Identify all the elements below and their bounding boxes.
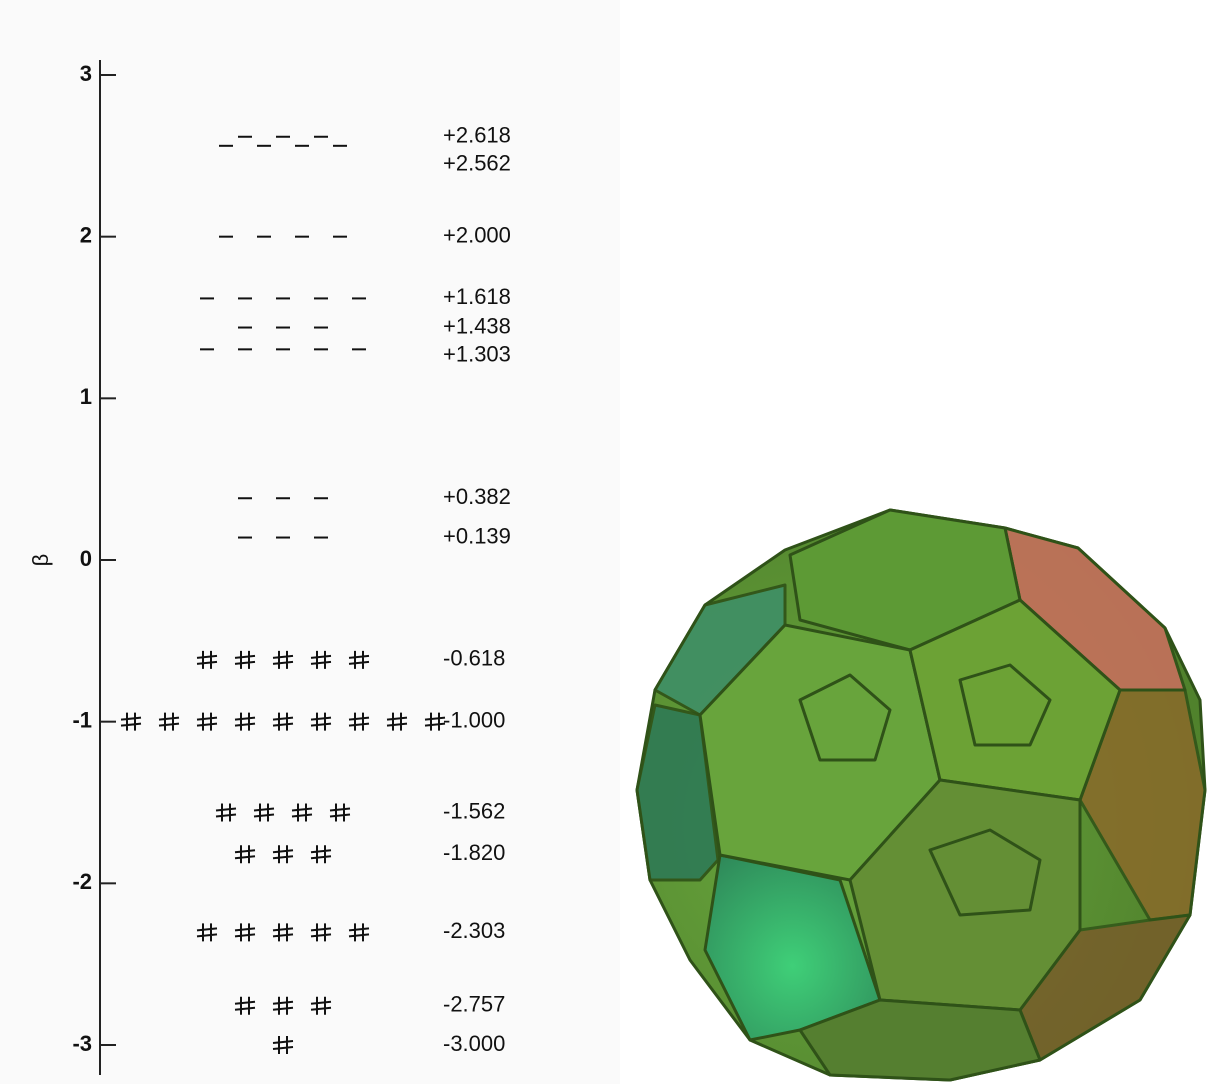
tick-label: 3 xyxy=(80,61,92,86)
diagram-background xyxy=(0,0,620,1084)
energy-label: -2.757 xyxy=(443,992,505,1017)
energy-label: +1.303 xyxy=(443,341,511,366)
polyhedron xyxy=(637,510,1205,1080)
energy-label: +2.618 xyxy=(443,123,511,148)
tick-label: 1 xyxy=(80,384,92,409)
axis-label: β xyxy=(28,554,53,567)
energy-label: -1.000 xyxy=(443,707,505,732)
figure: β 3 2 1 0 -1 -2 -3 +2.618 +2.562 +2.000 +1.618 +1.43… xyxy=(0,0,1207,1084)
energy-label: -1.820 xyxy=(443,840,505,865)
tick-label: -3 xyxy=(72,1031,92,1056)
energy-label: +1.618 xyxy=(443,284,511,309)
energy-label: -2.303 xyxy=(443,918,505,943)
energy-label: +2.562 xyxy=(443,151,511,176)
energy-label: -0.618 xyxy=(443,646,505,671)
energy-label: -3.000 xyxy=(443,1031,505,1056)
tick-label: -2 xyxy=(72,869,92,894)
page: β 3 2 1 0 -1 -2 -3 +2.618 +2.562 +2.000 +1.618 +1.43… xyxy=(0,0,1207,1084)
energy-label: +1.438 xyxy=(443,313,511,338)
energy-label: +0.382 xyxy=(443,484,511,509)
tick-label: -1 xyxy=(72,707,92,732)
energy-label: +0.139 xyxy=(443,523,511,548)
tick-label: 0 xyxy=(80,546,92,571)
energy-label: +2.000 xyxy=(443,222,511,247)
energy-label: -1.562 xyxy=(443,798,505,823)
tick-label: 2 xyxy=(80,222,92,247)
